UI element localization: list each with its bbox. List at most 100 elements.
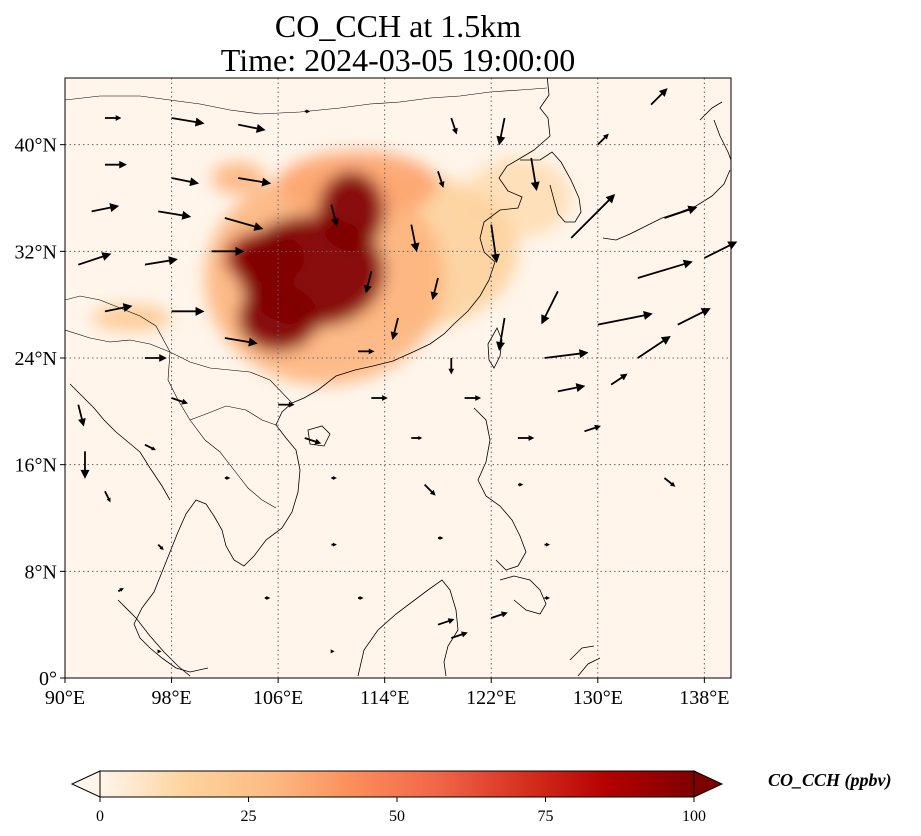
wind-arrow (117, 588, 124, 593)
coastline-indochina (69, 383, 301, 673)
wind-arrow (437, 536, 444, 540)
colorbar-label: CO_CCH (ppbv) (768, 770, 892, 790)
lon-tick-label: 114°E (360, 687, 409, 709)
concentration-patch (318, 171, 385, 252)
wind-arrow (157, 649, 162, 654)
coastline-philippines (473, 407, 547, 615)
lat-tick-label: 0° (39, 668, 57, 690)
map-title: CO_CCH at 1.5km (274, 8, 522, 44)
coastline-taiwan (487, 327, 503, 369)
lat-tick-label: 32°N (15, 241, 57, 263)
wind-arrow (104, 490, 111, 503)
wind-arrow (237, 123, 266, 133)
wind-arrow (304, 109, 311, 114)
map-plot-area (65, 78, 731, 678)
wind-arrow (430, 277, 439, 300)
wind-arrow (91, 203, 120, 213)
lat-tick-label: 8°N (25, 561, 57, 583)
wind-arrow (490, 611, 508, 619)
colorbar-tick-label: 50 (389, 808, 405, 825)
wind-arrow (450, 117, 458, 135)
wind-arrow (363, 271, 373, 294)
wind-arrow (144, 256, 178, 266)
wind-arrow (104, 115, 122, 121)
wind-arrow (264, 596, 271, 600)
lon-tick-label: 138°E (679, 687, 729, 709)
wind-arrow (331, 542, 337, 547)
colorbar-extend-high (693, 770, 724, 798)
wind-arrow (331, 476, 337, 480)
lon-tick-label: 90°E (45, 687, 85, 709)
colorbar-extend-low (70, 770, 101, 798)
wind-arrow (224, 337, 258, 347)
wind-arrow (144, 443, 156, 451)
wind-arrow (78, 252, 112, 266)
wind-arrow (530, 157, 540, 191)
wind-arrow (424, 484, 436, 496)
wind-arrow (597, 311, 653, 326)
wind-arrow (358, 596, 364, 600)
wind-arrow (437, 171, 445, 188)
coastlines (69, 78, 731, 677)
wind-vectors (77, 88, 738, 654)
wind-arrow (171, 397, 189, 405)
coastline-hainan (307, 425, 331, 447)
border-indochina (167, 351, 277, 509)
wind-arrow (157, 544, 164, 551)
wind-arrow (637, 259, 693, 279)
concentration-patch (91, 304, 172, 332)
wind-arrow (517, 435, 535, 441)
wind-arrow (104, 303, 133, 313)
wind-arrow (330, 649, 335, 654)
border-south (65, 329, 293, 404)
wind-arrow (304, 437, 322, 445)
lon-tick-label: 98°E (151, 687, 191, 709)
coastline-sumatra (117, 599, 191, 677)
lat-tick-label: 40°N (15, 135, 57, 157)
wind-arrow (330, 204, 339, 227)
wind-arrow (171, 177, 200, 187)
wind-arrow (411, 436, 423, 440)
lat-tick-label: 24°N (15, 348, 57, 370)
wind-arrow (584, 424, 601, 433)
wind-arrow (80, 451, 90, 479)
latitude-axis: 0° 8°N 16°N 24°N 32°N 40°N (15, 135, 65, 690)
lon-tick-label: 122°E (466, 687, 516, 709)
wind-arrow (77, 404, 86, 427)
wind-arrow (496, 117, 506, 146)
wind-arrow (390, 317, 399, 340)
wind-arrow (238, 177, 272, 187)
wind-arrow (541, 290, 559, 325)
lat-tick-label: 16°N (15, 455, 57, 477)
wind-arrow (544, 596, 551, 600)
wind-arrow (224, 476, 231, 480)
colorbar-bar (99, 770, 695, 798)
coastline-korea (520, 151, 582, 223)
wind-arrow (450, 631, 468, 639)
wind-arrow (663, 477, 676, 487)
wind-arrow (448, 358, 455, 375)
wind-arrow (437, 618, 455, 626)
wind-arrow (597, 133, 609, 146)
wind-arrow (278, 401, 295, 408)
wind-arrow (171, 306, 205, 316)
wind-arrow (144, 354, 167, 362)
longitude-axis: 90°E 98°E 106°E 114°E 122°E 130°E 138°E (45, 678, 729, 709)
wind-arrow (610, 373, 628, 386)
lon-tick-label: 106°E (253, 687, 303, 709)
wind-arrow (544, 349, 589, 359)
wind-arrow (171, 117, 205, 127)
wind-arrow (664, 205, 698, 219)
colorbar-tick-label: 100 (682, 808, 706, 825)
coastline-china-east (291, 78, 551, 404)
wind-arrow (557, 383, 586, 393)
colorbar-tick-label: 75 (538, 808, 554, 825)
lon-tick-label: 130°E (573, 687, 623, 709)
map-frame (64, 77, 732, 679)
wind-arrow (104, 160, 127, 169)
wind-arrow (544, 542, 551, 547)
wind-arrow (677, 308, 711, 326)
wind-arrow (703, 241, 738, 259)
wind-arrow (650, 88, 668, 106)
